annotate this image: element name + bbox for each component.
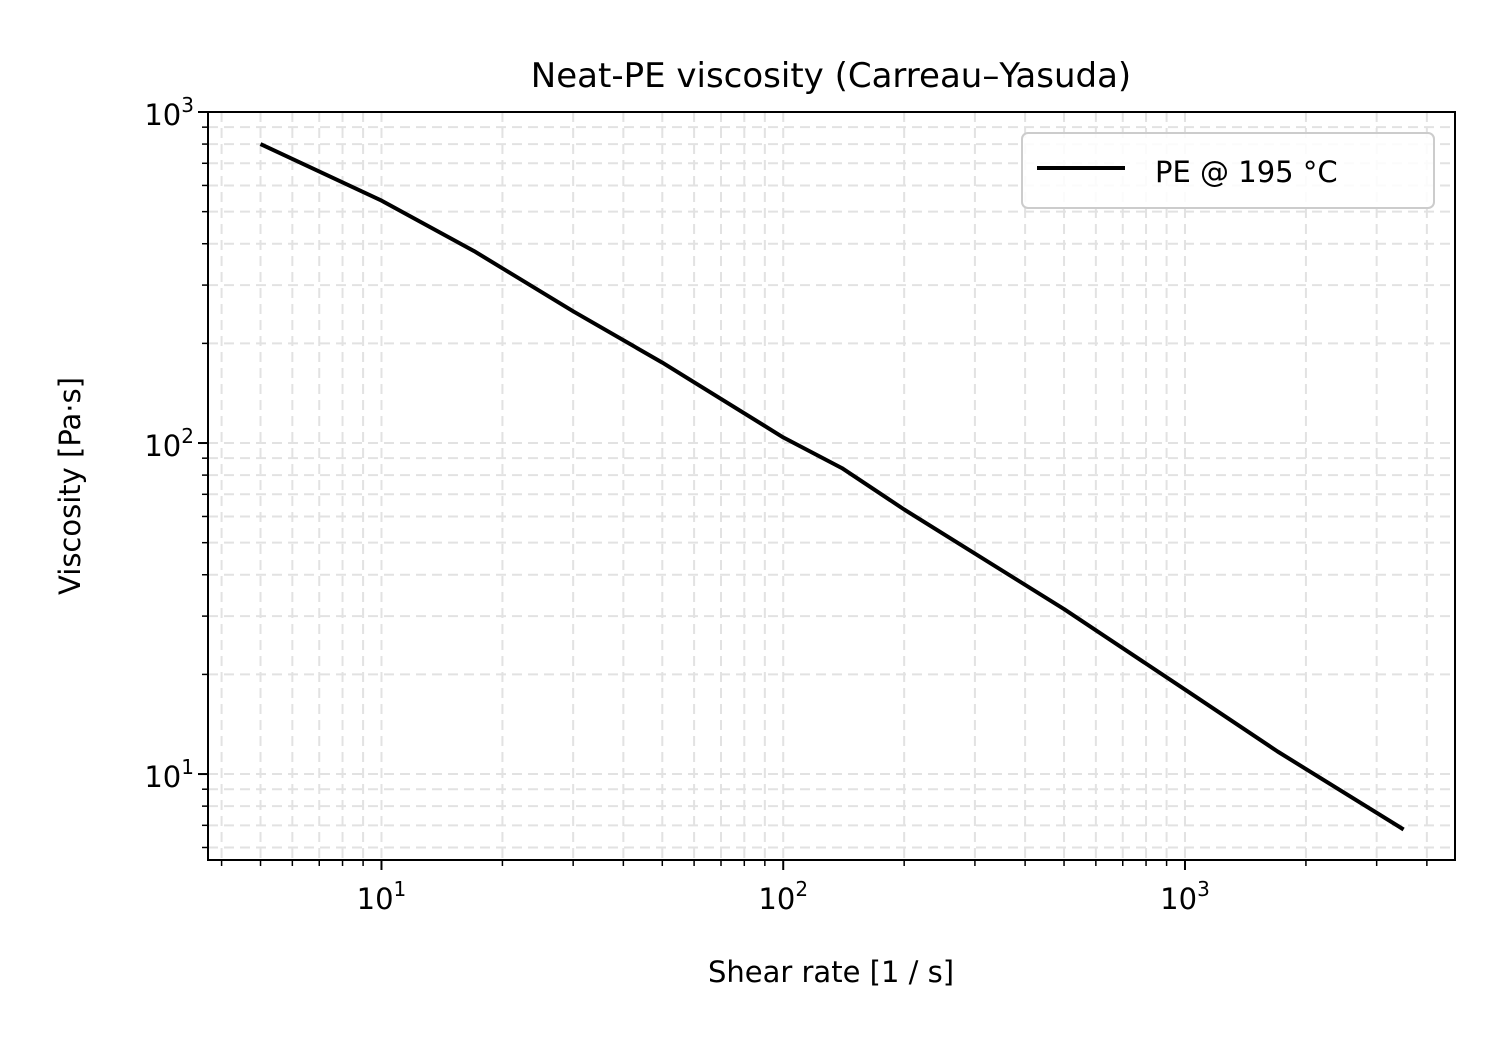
y-axis-label: Viscosity [Pa·s] bbox=[53, 377, 87, 595]
series-layer bbox=[259, 142, 1405, 832]
x-axis-label: Shear rate [1 / s] bbox=[708, 955, 954, 989]
x-tick-label: 102 bbox=[758, 877, 808, 916]
grid bbox=[208, 111, 1455, 860]
legend-box bbox=[1021, 132, 1435, 209]
y-tick-label: 101 bbox=[144, 755, 194, 794]
plot-frame bbox=[207, 111, 1456, 861]
chart-title: Neat-PE viscosity (Carreau–Yasuda) bbox=[531, 56, 1131, 96]
series-line bbox=[259, 142, 1405, 832]
x-tick-label: 101 bbox=[357, 877, 407, 916]
legend: PE @ 195 °C bbox=[1021, 132, 1435, 209]
y-tick-label: 102 bbox=[144, 424, 194, 463]
legend-label: PE @ 195 °C bbox=[1155, 155, 1338, 189]
y-tick-label: 103 bbox=[144, 93, 194, 132]
x-tick-label: 103 bbox=[1160, 877, 1210, 916]
axis-ticks: 101 102 103 101 102 103 bbox=[144, 93, 1428, 916]
